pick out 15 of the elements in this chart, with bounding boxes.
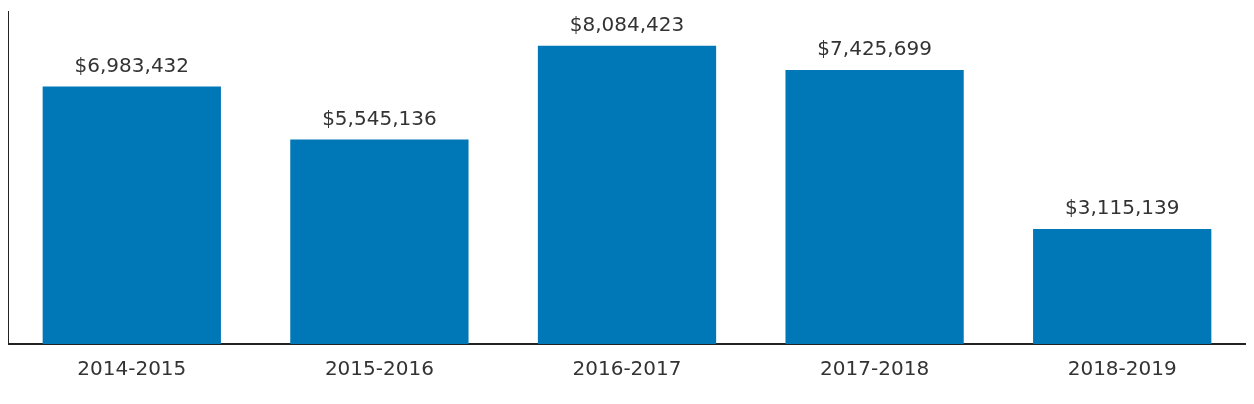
data-label: $5,545,136 (322, 105, 437, 130)
bar (42, 86, 221, 344)
bar (1033, 229, 1212, 344)
bar (537, 45, 717, 344)
data-label: $8,084,423 (569, 11, 685, 36)
x-tick-label: 2014-2015 (77, 356, 187, 381)
x-tick-label: 2015-2016 (324, 356, 434, 381)
data-label: $6,983,432 (74, 52, 190, 77)
data-label: $7,425,699 (817, 36, 932, 61)
x-tick-label: 2017-2018 (820, 356, 930, 381)
x-tick-label: 2018-2019 (1067, 356, 1177, 381)
x-tick-label: 2016-2017 (572, 356, 682, 381)
data-label: $3,115,139 (1064, 195, 1180, 220)
bar (290, 139, 469, 344)
bar (785, 70, 964, 344)
